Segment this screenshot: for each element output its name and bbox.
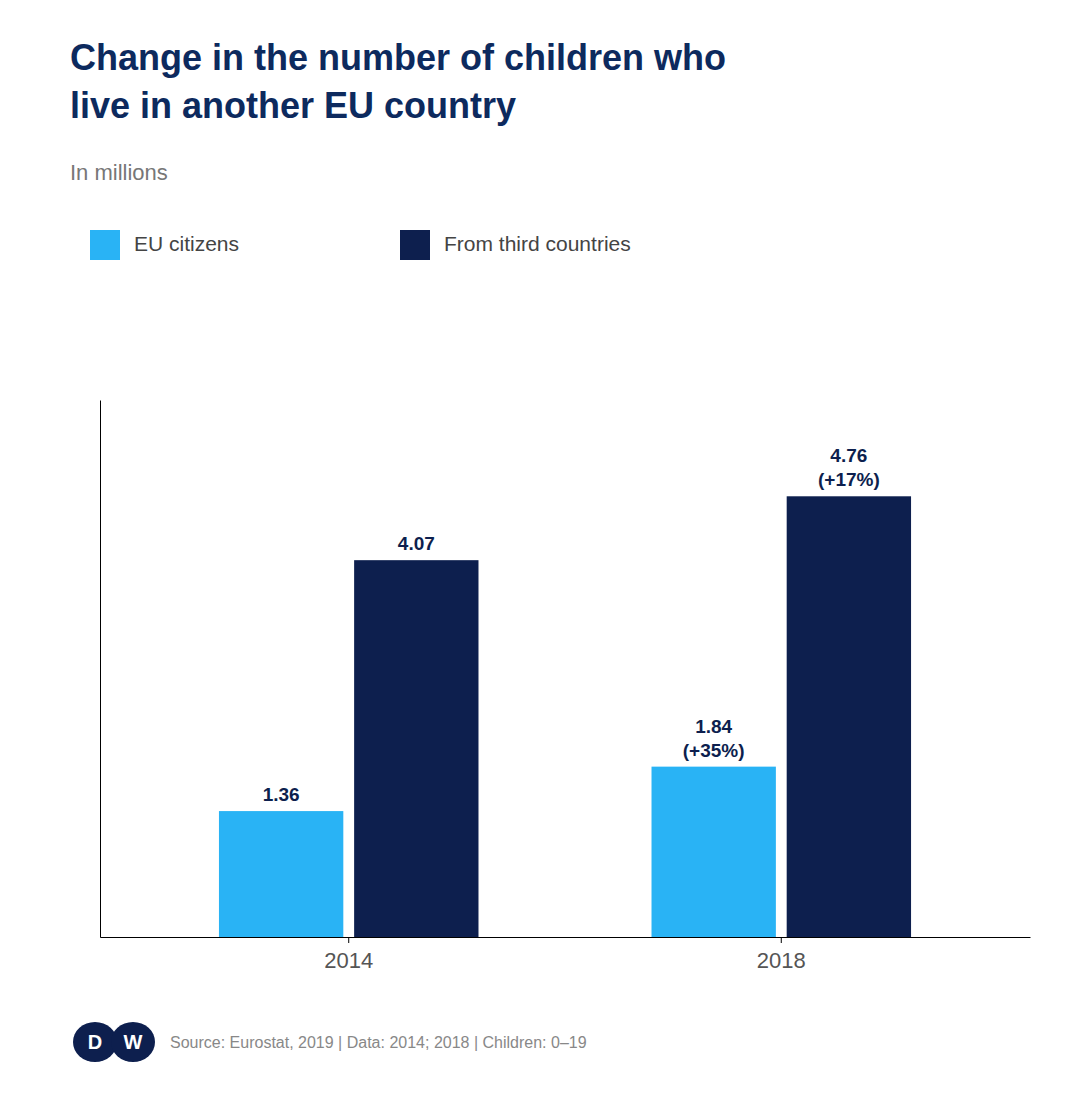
x-tick-label: 2018	[757, 948, 806, 973]
y-axis	[100, 401, 101, 938]
x-tick: 2018	[757, 937, 806, 973]
data-labels: 1.36 1.84 (+35%) 4.07 4.76 (+17%)	[263, 445, 880, 805]
data-label-line: 1.84	[695, 716, 732, 737]
data-label-line: 1.36	[263, 784, 300, 805]
logo-shape	[111, 1022, 155, 1062]
bar	[652, 767, 776, 937]
data-label: 4.76 (+17%)	[818, 445, 880, 490]
bar	[354, 560, 478, 937]
data-label-line: (+35%)	[683, 740, 745, 761]
bar	[787, 496, 911, 937]
subtitle: In millions	[70, 160, 168, 185]
chart-svg: Change in the number of children who live…	[0, 0, 1080, 1097]
legend-label: From third countries	[444, 232, 631, 255]
logo-letter: W	[124, 1031, 143, 1053]
data-label-line: 4.07	[398, 533, 435, 554]
bars	[219, 496, 911, 937]
x-tick-label: 2014	[324, 948, 373, 973]
legend-label: EU citizens	[134, 232, 239, 255]
legend-item: EU citizens	[90, 230, 239, 260]
legend: EU citizens From third countries	[90, 230, 631, 260]
bar	[219, 811, 343, 937]
data-label: 4.07	[398, 533, 435, 554]
legend-swatch	[400, 230, 430, 260]
y-axis-line	[100, 401, 101, 938]
source: Source: Eurostat, 2019 | Data: 2014; 201…	[170, 1034, 587, 1051]
plot: 1.36 1.84 (+35%) 4.07 4.76 (+17%) 2014 2018	[101, 401, 1031, 974]
title: Change in the number of children who live…	[70, 37, 726, 126]
data-label-line: (+17%)	[818, 469, 880, 490]
title-line: Change in the number of children who	[70, 37, 726, 78]
title-line: live in another EU country	[70, 85, 516, 126]
data-label: 1.84 (+35%)	[683, 716, 745, 761]
footer: DW Source: Eurostat, 2019 | Data: 2014; 2…	[73, 1022, 587, 1062]
x-axis: 2014 2018	[101, 937, 1031, 973]
x-axis-line	[101, 937, 1031, 938]
x-tick-mark	[781, 937, 782, 943]
x-tick-mark	[348, 937, 349, 943]
data-label: 1.36	[263, 784, 300, 805]
legend-swatch	[90, 230, 120, 260]
logo-letter: D	[88, 1031, 102, 1053]
x-tick: 2014	[324, 937, 373, 973]
legend-item: From third countries	[400, 230, 631, 260]
logo-shape	[73, 1022, 117, 1062]
data-label-line: 4.76	[830, 445, 867, 466]
